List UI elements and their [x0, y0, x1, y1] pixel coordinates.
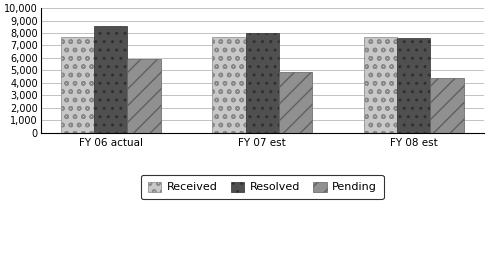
Legend: Received, Resolved, Pending: Received, Resolved, Pending	[141, 175, 384, 199]
Bar	[94, 25, 127, 132]
Bar	[127, 59, 161, 132]
Bar	[430, 78, 464, 132]
Bar	[61, 37, 94, 132]
Bar	[279, 71, 312, 132]
Bar	[245, 33, 279, 132]
Bar	[212, 37, 245, 132]
Bar	[364, 37, 397, 132]
Bar	[397, 38, 430, 132]
